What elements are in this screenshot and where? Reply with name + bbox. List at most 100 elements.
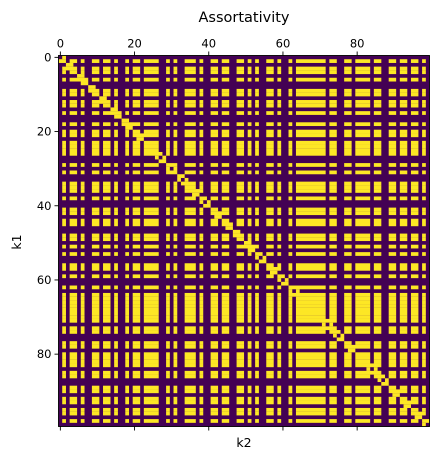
- heatmap-cell: [255, 100, 259, 104]
- heatmap-cell: [114, 244, 118, 249]
- heatmap-cell: [410, 218, 419, 223]
- heatmap-cell: [184, 292, 196, 297]
- heatmap-cell: [132, 296, 141, 301]
- heatmap-cell: [266, 374, 274, 379]
- heatmap-cell: [388, 196, 397, 201]
- heatmap-cell: [143, 222, 159, 227]
- heatmap-cell: [69, 326, 78, 331]
- heatmap-cell: [388, 185, 397, 190]
- heatmap-cell: [210, 111, 219, 115]
- heatmap-cell: [158, 159, 167, 164]
- heatmap-cell: [125, 59, 130, 63]
- heatmap-cell: [255, 389, 259, 394]
- heatmap-cell: [136, 137, 144, 141]
- heatmap-cell: [266, 400, 274, 405]
- heatmap-cell: [166, 296, 170, 301]
- heatmap-cell: [410, 374, 419, 379]
- heatmap-cell: [143, 374, 159, 379]
- heatmap-cell: [247, 292, 252, 297]
- heatmap-cell: [166, 363, 170, 368]
- heatmap-cell: [344, 359, 352, 364]
- heatmap-cell: [399, 100, 408, 104]
- heatmap-cell: [114, 396, 118, 401]
- heatmap-cell: [255, 237, 259, 242]
- heatmap-cell: [199, 103, 204, 108]
- heatmap-cell: [69, 407, 78, 412]
- heatmap-cell: [266, 237, 274, 242]
- heatmap-cell: [62, 163, 66, 167]
- heatmap-cell: [410, 274, 419, 279]
- heatmap-cell: [62, 330, 66, 334]
- heatmap-cell: [62, 374, 66, 379]
- heatmap-cell: [62, 356, 66, 360]
- heatmap-cell: [91, 211, 100, 216]
- heatmap-cell: [199, 185, 204, 190]
- heatmap-cell: [277, 185, 282, 190]
- heatmap-cell: [344, 330, 352, 334]
- heatmap-cell: [103, 196, 111, 201]
- heatmap-cell: [388, 400, 397, 405]
- heatmap-cell: [121, 122, 141, 127]
- x-tick-label: 0: [57, 37, 64, 51]
- heatmap-cell: [221, 274, 230, 279]
- heatmap-cell: [91, 244, 100, 249]
- heatmap-cell: [199, 311, 204, 316]
- heatmap-cell: [255, 151, 259, 156]
- heatmap-cell: [329, 122, 337, 127]
- heatmap-cell: [266, 252, 274, 256]
- heatmap-cell: [373, 274, 382, 279]
- heatmap-cell: [247, 296, 252, 301]
- heatmap-cell: [114, 140, 118, 145]
- heatmap-cell: [62, 111, 66, 115]
- heatmap-cell: [373, 263, 382, 268]
- heatmap-cell: [103, 311, 111, 316]
- heatmap-cell: [255, 330, 259, 334]
- heatmap-cell: [355, 304, 371, 308]
- heatmap-cell: [247, 315, 252, 319]
- heatmap-cell: [221, 411, 230, 416]
- heatmap-cell: [103, 59, 111, 63]
- heatmap-cell: [221, 356, 230, 360]
- heatmap-cell: [166, 151, 170, 156]
- heatmap-cell: [399, 66, 408, 71]
- heatmap-cell: [103, 88, 111, 93]
- heatmap-cell: [355, 92, 371, 97]
- heatmap-cell: [277, 307, 282, 312]
- heatmap-cell: [80, 163, 85, 167]
- heatmap-cell: [414, 415, 423, 420]
- heatmap-cell: [80, 266, 85, 271]
- heatmap-cell: [103, 244, 111, 249]
- heatmap-cell: [91, 122, 100, 127]
- heatmap-cell: [192, 192, 200, 197]
- heatmap-cell: [266, 296, 274, 301]
- heatmap-cell: [166, 237, 170, 242]
- heatmap-cell: [329, 211, 337, 216]
- heatmap-cell: [355, 266, 371, 271]
- heatmap-cell: [103, 207, 111, 212]
- heatmap-cell: [114, 122, 118, 127]
- heatmap-cell: [340, 333, 345, 338]
- heatmap-cell: [399, 133, 408, 138]
- heatmap-cell: [236, 185, 245, 190]
- heatmap-cell: [295, 396, 326, 401]
- heatmap-cell: [210, 77, 219, 82]
- heatmap-cell: [344, 370, 352, 375]
- heatmap-cell: [132, 318, 141, 323]
- heatmap-cell: [247, 103, 252, 108]
- heatmap-cell: [388, 129, 397, 134]
- heatmap-cell: [236, 170, 245, 175]
- heatmap-cell: [166, 66, 170, 71]
- heatmap-cell: [255, 170, 259, 175]
- heatmap-cell: [373, 389, 382, 394]
- heatmap-cell: [91, 181, 100, 186]
- heatmap-cell: [388, 66, 397, 71]
- heatmap-cell: [266, 396, 274, 401]
- heatmap-cell: [277, 77, 282, 82]
- heatmap-cell: [255, 140, 259, 145]
- heatmap-cell: [236, 274, 245, 279]
- heatmap-cell: [214, 215, 222, 219]
- heatmap-cell: [388, 189, 397, 193]
- heatmap-cell: [295, 244, 326, 249]
